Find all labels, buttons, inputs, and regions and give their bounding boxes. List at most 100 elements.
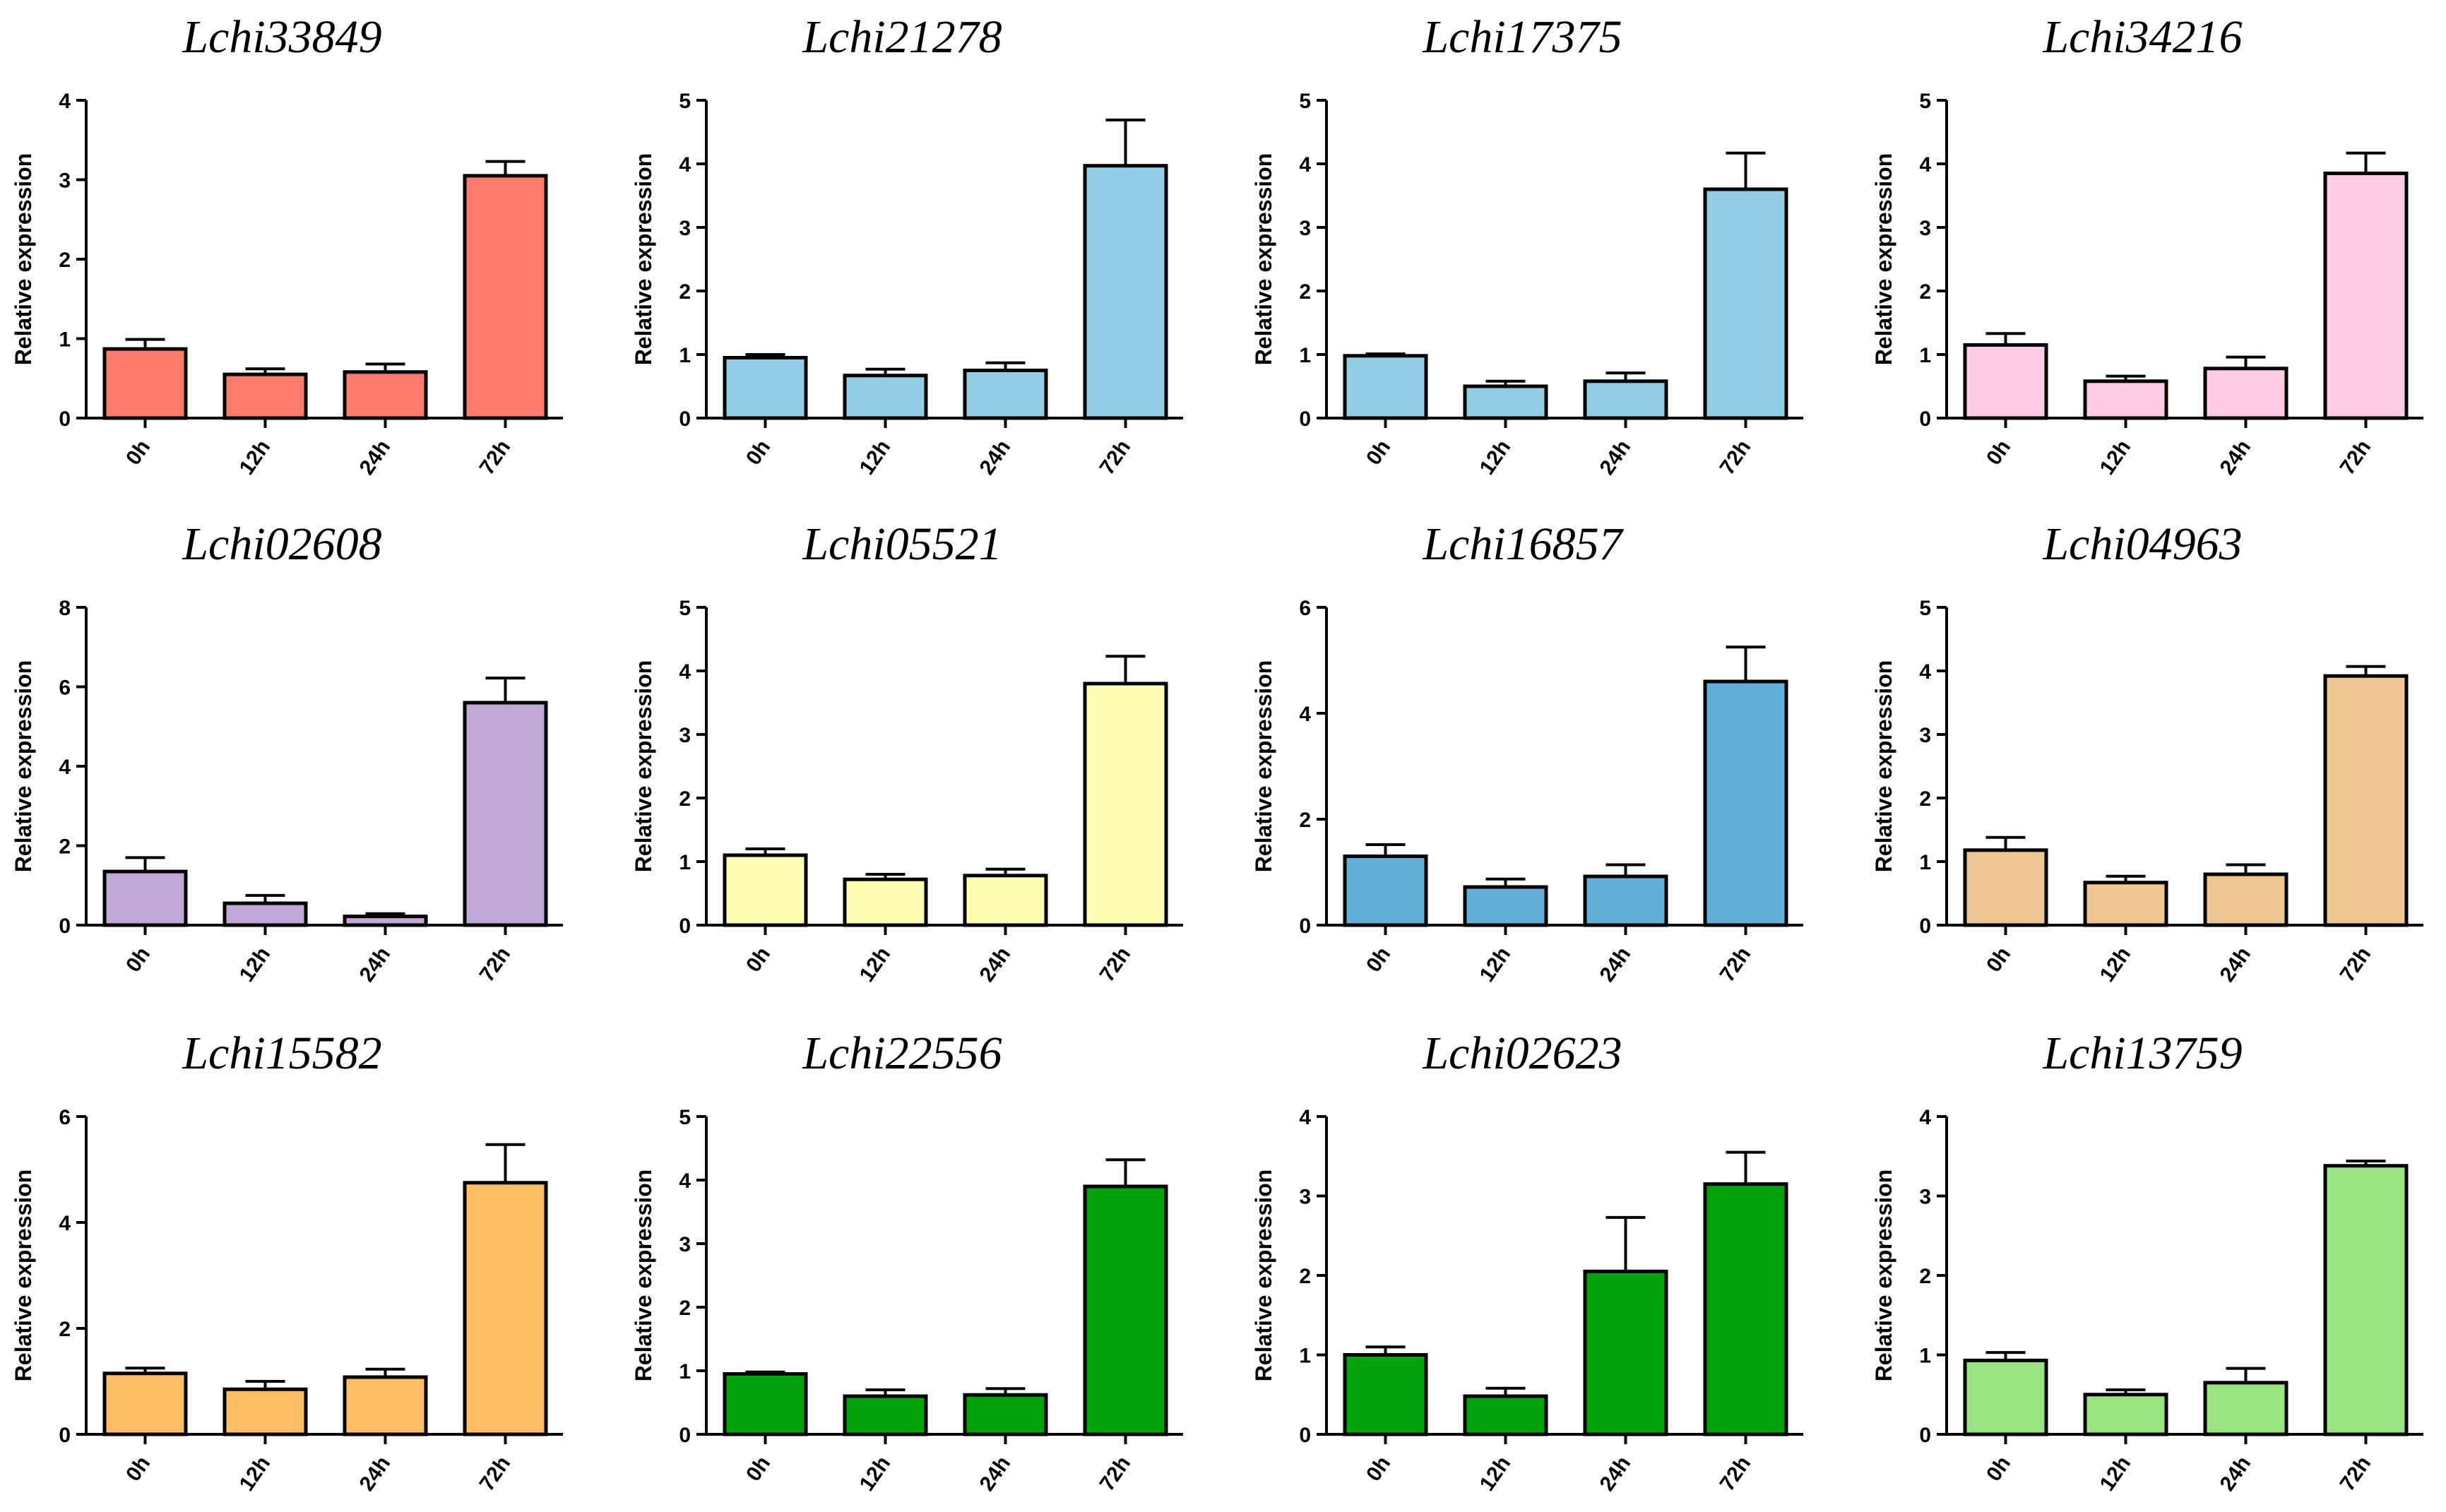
bar-0h xyxy=(1963,848,2048,927)
x-tick-label: 12h xyxy=(855,436,896,479)
x-tick-label: 72h xyxy=(2336,436,2376,479)
y-tick-label: 1 xyxy=(1919,344,1931,367)
y-tick-label: 3 xyxy=(1299,217,1311,240)
bar-0h xyxy=(102,347,188,420)
y-tick-label: 0 xyxy=(1919,915,1931,938)
y-axis-label: Relative expression xyxy=(1871,1169,1896,1382)
bar-24h xyxy=(343,370,428,420)
y-tick-label: 2 xyxy=(1919,1265,1931,1288)
y-tick-label: 2 xyxy=(679,1297,691,1320)
y-tick-label: 3 xyxy=(679,724,691,747)
x-tick-label: 12h xyxy=(855,943,896,986)
bar-24h xyxy=(963,874,1048,927)
chart-title: Lchi21278 xyxy=(802,11,1002,63)
bar-0h xyxy=(1343,354,1428,420)
y-tick-label: 3 xyxy=(1919,724,1931,747)
bar-12h xyxy=(222,1387,308,1436)
x-tick-label: 12h xyxy=(1476,436,1516,479)
y-tick-label: 4 xyxy=(1919,660,1931,684)
bar-24h xyxy=(1583,379,1668,420)
bar-72h xyxy=(2323,172,2409,420)
y-tick-label: 3 xyxy=(679,1233,691,1256)
y-tick-label: 4 xyxy=(679,660,691,684)
y-tick-label: 5 xyxy=(1919,90,1931,113)
bar-72h xyxy=(2323,674,2409,927)
x-tick-label: 0h xyxy=(1362,436,1395,470)
bar-12h xyxy=(843,877,928,927)
x-tick-label: 0h xyxy=(1982,943,2015,977)
y-tick-label: 2 xyxy=(59,835,71,859)
y-tick-label: 0 xyxy=(1299,1424,1311,1447)
bar-0h xyxy=(102,869,188,927)
bar-72h xyxy=(2323,1164,2409,1436)
bar-0h xyxy=(723,853,808,927)
y-tick-label: 2 xyxy=(1919,787,1931,811)
bar-24h xyxy=(2203,1381,2288,1436)
y-tick-label: 2 xyxy=(59,1318,71,1341)
y-tick-label: 4 xyxy=(1299,1106,1311,1129)
bar-24h xyxy=(2203,367,2288,420)
x-tick-label: 24h xyxy=(355,943,396,986)
x-tick-label: 12h xyxy=(235,436,275,479)
chart-panel-1: Lchi33849 Relative expression 0 1 2 3 4 0h 12h 24… xyxy=(11,11,563,479)
x-tick-label: 0h xyxy=(121,436,155,470)
bar-12h xyxy=(1463,384,1548,420)
bar-72h xyxy=(463,174,548,420)
y-tick-label: 0 xyxy=(1299,407,1311,431)
x-tick-label: 24h xyxy=(2216,943,2256,986)
chart-panel-7: Lchi16857 Relative expression 0 2 4 6 0h 12h 24h… xyxy=(1251,518,1803,986)
y-tick-label: 1 xyxy=(1919,1345,1931,1368)
y-axis-label: Relative expression xyxy=(631,660,656,873)
bar-12h xyxy=(1463,1394,1548,1436)
x-tick-label: 72h xyxy=(1096,1452,1136,1495)
y-tick-label: 2 xyxy=(679,787,691,811)
bar-24h xyxy=(2203,872,2288,927)
y-axis-label: Relative expression xyxy=(11,153,36,366)
x-tick-label: 12h xyxy=(1476,1452,1516,1495)
y-tick-label: 4 xyxy=(679,1169,691,1193)
x-tick-label: 12h xyxy=(2096,436,2136,479)
x-tick-label: 12h xyxy=(2096,1452,2136,1495)
y-tick-label: 2 xyxy=(1919,280,1931,304)
x-tick-label: 24h xyxy=(975,1452,1016,1495)
x-tick-label: 24h xyxy=(2216,436,2256,479)
y-tick-label: 0 xyxy=(59,915,71,938)
y-tick-label: 3 xyxy=(679,217,691,240)
y-tick-label: 1 xyxy=(679,344,691,367)
y-tick-label: 2 xyxy=(59,249,71,272)
y-axis-label: Relative expression xyxy=(11,1169,36,1382)
x-tick-label: 72h xyxy=(475,436,516,479)
y-tick-label: 0 xyxy=(679,407,691,431)
x-tick-label: 12h xyxy=(2096,943,2136,986)
chart-panel-6: Lchi05521 Relative expression 0 1 2 3 4 5 0h 12h 2… xyxy=(631,518,1183,986)
bar-72h xyxy=(1703,1182,1788,1436)
bar-12h xyxy=(2083,881,2168,927)
x-tick-label: 24h xyxy=(355,436,396,479)
bar-24h xyxy=(963,369,1048,420)
x-tick-label: 24h xyxy=(1596,1452,1636,1495)
y-tick-label: 0 xyxy=(679,915,691,938)
y-axis-label: Relative expression xyxy=(11,660,36,873)
x-tick-label: 24h xyxy=(975,436,1016,479)
bar-24h xyxy=(343,915,428,927)
y-tick-label: 3 xyxy=(59,169,71,193)
chart-title: Lchi16857 xyxy=(1422,518,1624,570)
y-tick-label: 4 xyxy=(1919,1106,1931,1129)
chart-title: Lchi34216 xyxy=(2042,11,2242,63)
x-tick-label: 72h xyxy=(1716,943,1756,986)
x-tick-label: 0h xyxy=(1362,943,1395,977)
x-tick-label: 72h xyxy=(1096,943,1136,986)
bar-72h xyxy=(1083,681,1168,927)
chart-title: Lchi13759 xyxy=(2042,1028,2242,1079)
x-tick-label: 0h xyxy=(742,436,775,470)
bar-12h xyxy=(1463,885,1548,927)
bar-12h xyxy=(2083,379,2168,420)
bar-0h xyxy=(1963,1358,2048,1436)
y-tick-label: 0 xyxy=(1299,915,1311,938)
chart-title: Lchi04963 xyxy=(2042,518,2242,570)
y-tick-label: 6 xyxy=(59,677,71,700)
y-tick-label: 2 xyxy=(1299,809,1311,832)
bar-0h xyxy=(1963,343,2048,420)
y-axis-label: Relative expression xyxy=(1251,660,1276,873)
chart-title: Lchi17375 xyxy=(1422,11,1622,63)
